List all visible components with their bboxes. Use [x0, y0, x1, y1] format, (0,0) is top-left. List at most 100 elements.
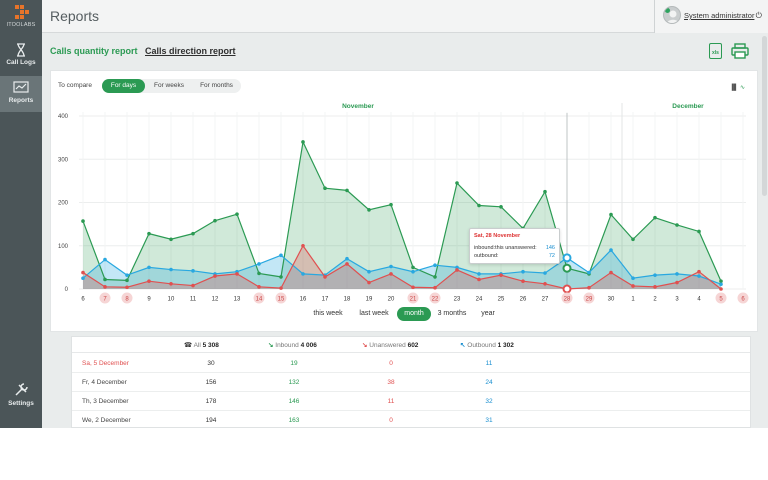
x-tick-label: 29 [586, 297, 593, 303]
table-row[interactable]: We, 2 December 194 163 0 31 [72, 411, 750, 427]
sidebar-item-call-logs[interactable]: Call Logs [0, 38, 42, 74]
summary-table: ☎ All 5 308 ↘ Inbound 4 006 ↘ Unanswered… [71, 336, 751, 428]
header-unanswered[interactable]: ↘ Unanswered 602 [362, 341, 418, 349]
unanswered-point [411, 285, 415, 290]
tooltip-date: Sat, 28 November [474, 233, 521, 239]
y-tick-label: 300 [58, 157, 69, 163]
unanswered-line [82, 244, 722, 290]
for-days-button[interactable]: For days [102, 79, 145, 93]
weekend-marker [275, 292, 287, 304]
unanswered-point [103, 285, 107, 289]
x-tick-label: 30 [608, 297, 615, 303]
tab-calls-quantity[interactable]: Calls quantity report [50, 46, 138, 56]
row-outbound: 11 [485, 360, 493, 367]
unanswered-point [653, 285, 657, 289]
x-tick-label: 13 [234, 297, 241, 303]
inbound-point [653, 215, 657, 220]
inbound-point [323, 186, 327, 191]
user-name[interactable]: System administrator [684, 11, 755, 20]
header-all[interactable]: ☎ All 5 308 [184, 341, 219, 349]
range-last-week[interactable]: last week [359, 310, 389, 317]
logo-mark [15, 5, 29, 19]
bar-view-icon[interactable]: ▐▌ [729, 85, 739, 91]
print-icon[interactable] [731, 43, 749, 59]
weekend-marker [407, 292, 419, 304]
unanswered-point [279, 286, 283, 290]
inbound-point [562, 263, 572, 273]
for-months-button[interactable]: For months [200, 82, 233, 89]
page-title: Reports [50, 8, 100, 24]
unanswered-point [433, 285, 437, 290]
x-tick-label: 22 [432, 297, 439, 303]
unanswered-point [562, 284, 572, 294]
tab-calls-direction[interactable]: Calls direction report [145, 46, 236, 56]
unanswered-point [675, 280, 679, 285]
unanswered-point [631, 284, 635, 288]
row-date: Fr, 4 December [82, 379, 127, 386]
unanswered-point [125, 285, 129, 290]
outbound-point [697, 274, 701, 278]
export-xls-icon[interactable]: xls [709, 43, 722, 59]
for-weeks-button[interactable]: For weeks [154, 82, 184, 89]
range-this-week[interactable]: this week [313, 310, 343, 317]
inbound-point [345, 188, 349, 193]
page-scrollbar[interactable] [762, 36, 767, 196]
arrow-unanswered-icon: ↘ [362, 342, 368, 349]
table-row[interactable]: Fr, 4 December 156 132 38 24 [72, 373, 750, 392]
inbound-point [477, 203, 481, 208]
unanswered-point [719, 287, 723, 291]
x-axis-labels: 6 7 8 9 10 11 12 13 14 15 16 17 18 19 20 21 22 23 24 25 26 27… [81, 292, 749, 304]
y-axis-labels: 0 100 200 300 400 [58, 114, 69, 293]
month-label: December [672, 103, 704, 110]
range-year[interactable]: year [481, 310, 495, 317]
inbound-point [543, 189, 547, 194]
inbound-point [235, 212, 239, 216]
calls-chart: November December 6 7 8 9 10 11 12 13 14 15 16 17 18 1… [58, 103, 749, 304]
sidebar-item-label: Settings [8, 400, 34, 407]
header-outbound[interactable]: ↖ Outbound 1 302 [460, 341, 514, 349]
outbound-point [521, 269, 525, 274]
inbound-point [257, 271, 261, 276]
weekend-marker [715, 292, 727, 304]
x-tick-label: 16 [300, 297, 307, 303]
inbound-point [367, 208, 371, 212]
outbound-point [719, 282, 723, 287]
line-view-icon[interactable]: ∿ [739, 85, 745, 91]
row-inbound: 132 [288, 379, 300, 386]
outbound-point [103, 257, 107, 262]
inbound-point [389, 202, 393, 207]
inbound-point [455, 181, 459, 185]
inbound-point [411, 265, 415, 270]
logo[interactable]: ITOOLABS [0, 0, 42, 34]
unanswered-point [169, 282, 173, 286]
x-tick-label: 21 [410, 297, 417, 303]
weekend-marker [121, 292, 133, 304]
outbound-point [279, 253, 283, 258]
x-tick-label: 8 [125, 297, 129, 303]
table-row[interactable]: Th, 3 December 178 146 11 32 [72, 392, 750, 411]
power-icon[interactable]: ⏻ [755, 11, 762, 20]
chart-card: To compare For days For weeks For months… [50, 70, 758, 332]
sidebar-item-settings[interactable]: Settings [0, 377, 42, 413]
inbound-area [83, 141, 721, 289]
inbound-point [631, 237, 635, 242]
x-tick-label: 26 [520, 297, 527, 303]
x-tick-label: 1 [631, 297, 635, 303]
y-tick-label: 400 [58, 114, 69, 120]
inbound-point [81, 219, 85, 223]
row-outbound: 32 [485, 398, 493, 405]
header-label: All [193, 342, 201, 349]
row-all: 178 [205, 398, 217, 405]
range-month[interactable]: month [397, 307, 431, 321]
table-row[interactable]: Sa, 5 December 30 19 0 11 [72, 354, 750, 373]
sidebar-item-reports[interactable]: Reports [0, 76, 42, 112]
inbound-point [125, 278, 129, 283]
hourglass-icon [17, 43, 25, 57]
unanswered-point [609, 270, 613, 275]
inbound-point [147, 231, 151, 236]
user-menu[interactable]: System administrator ⏻ [654, 0, 768, 33]
chart-grid [79, 112, 746, 290]
range-3-months[interactable]: 3 months [437, 310, 467, 317]
header-inbound[interactable]: ↘ Inbound 4 006 [268, 341, 317, 349]
weekend-marker [429, 292, 441, 304]
